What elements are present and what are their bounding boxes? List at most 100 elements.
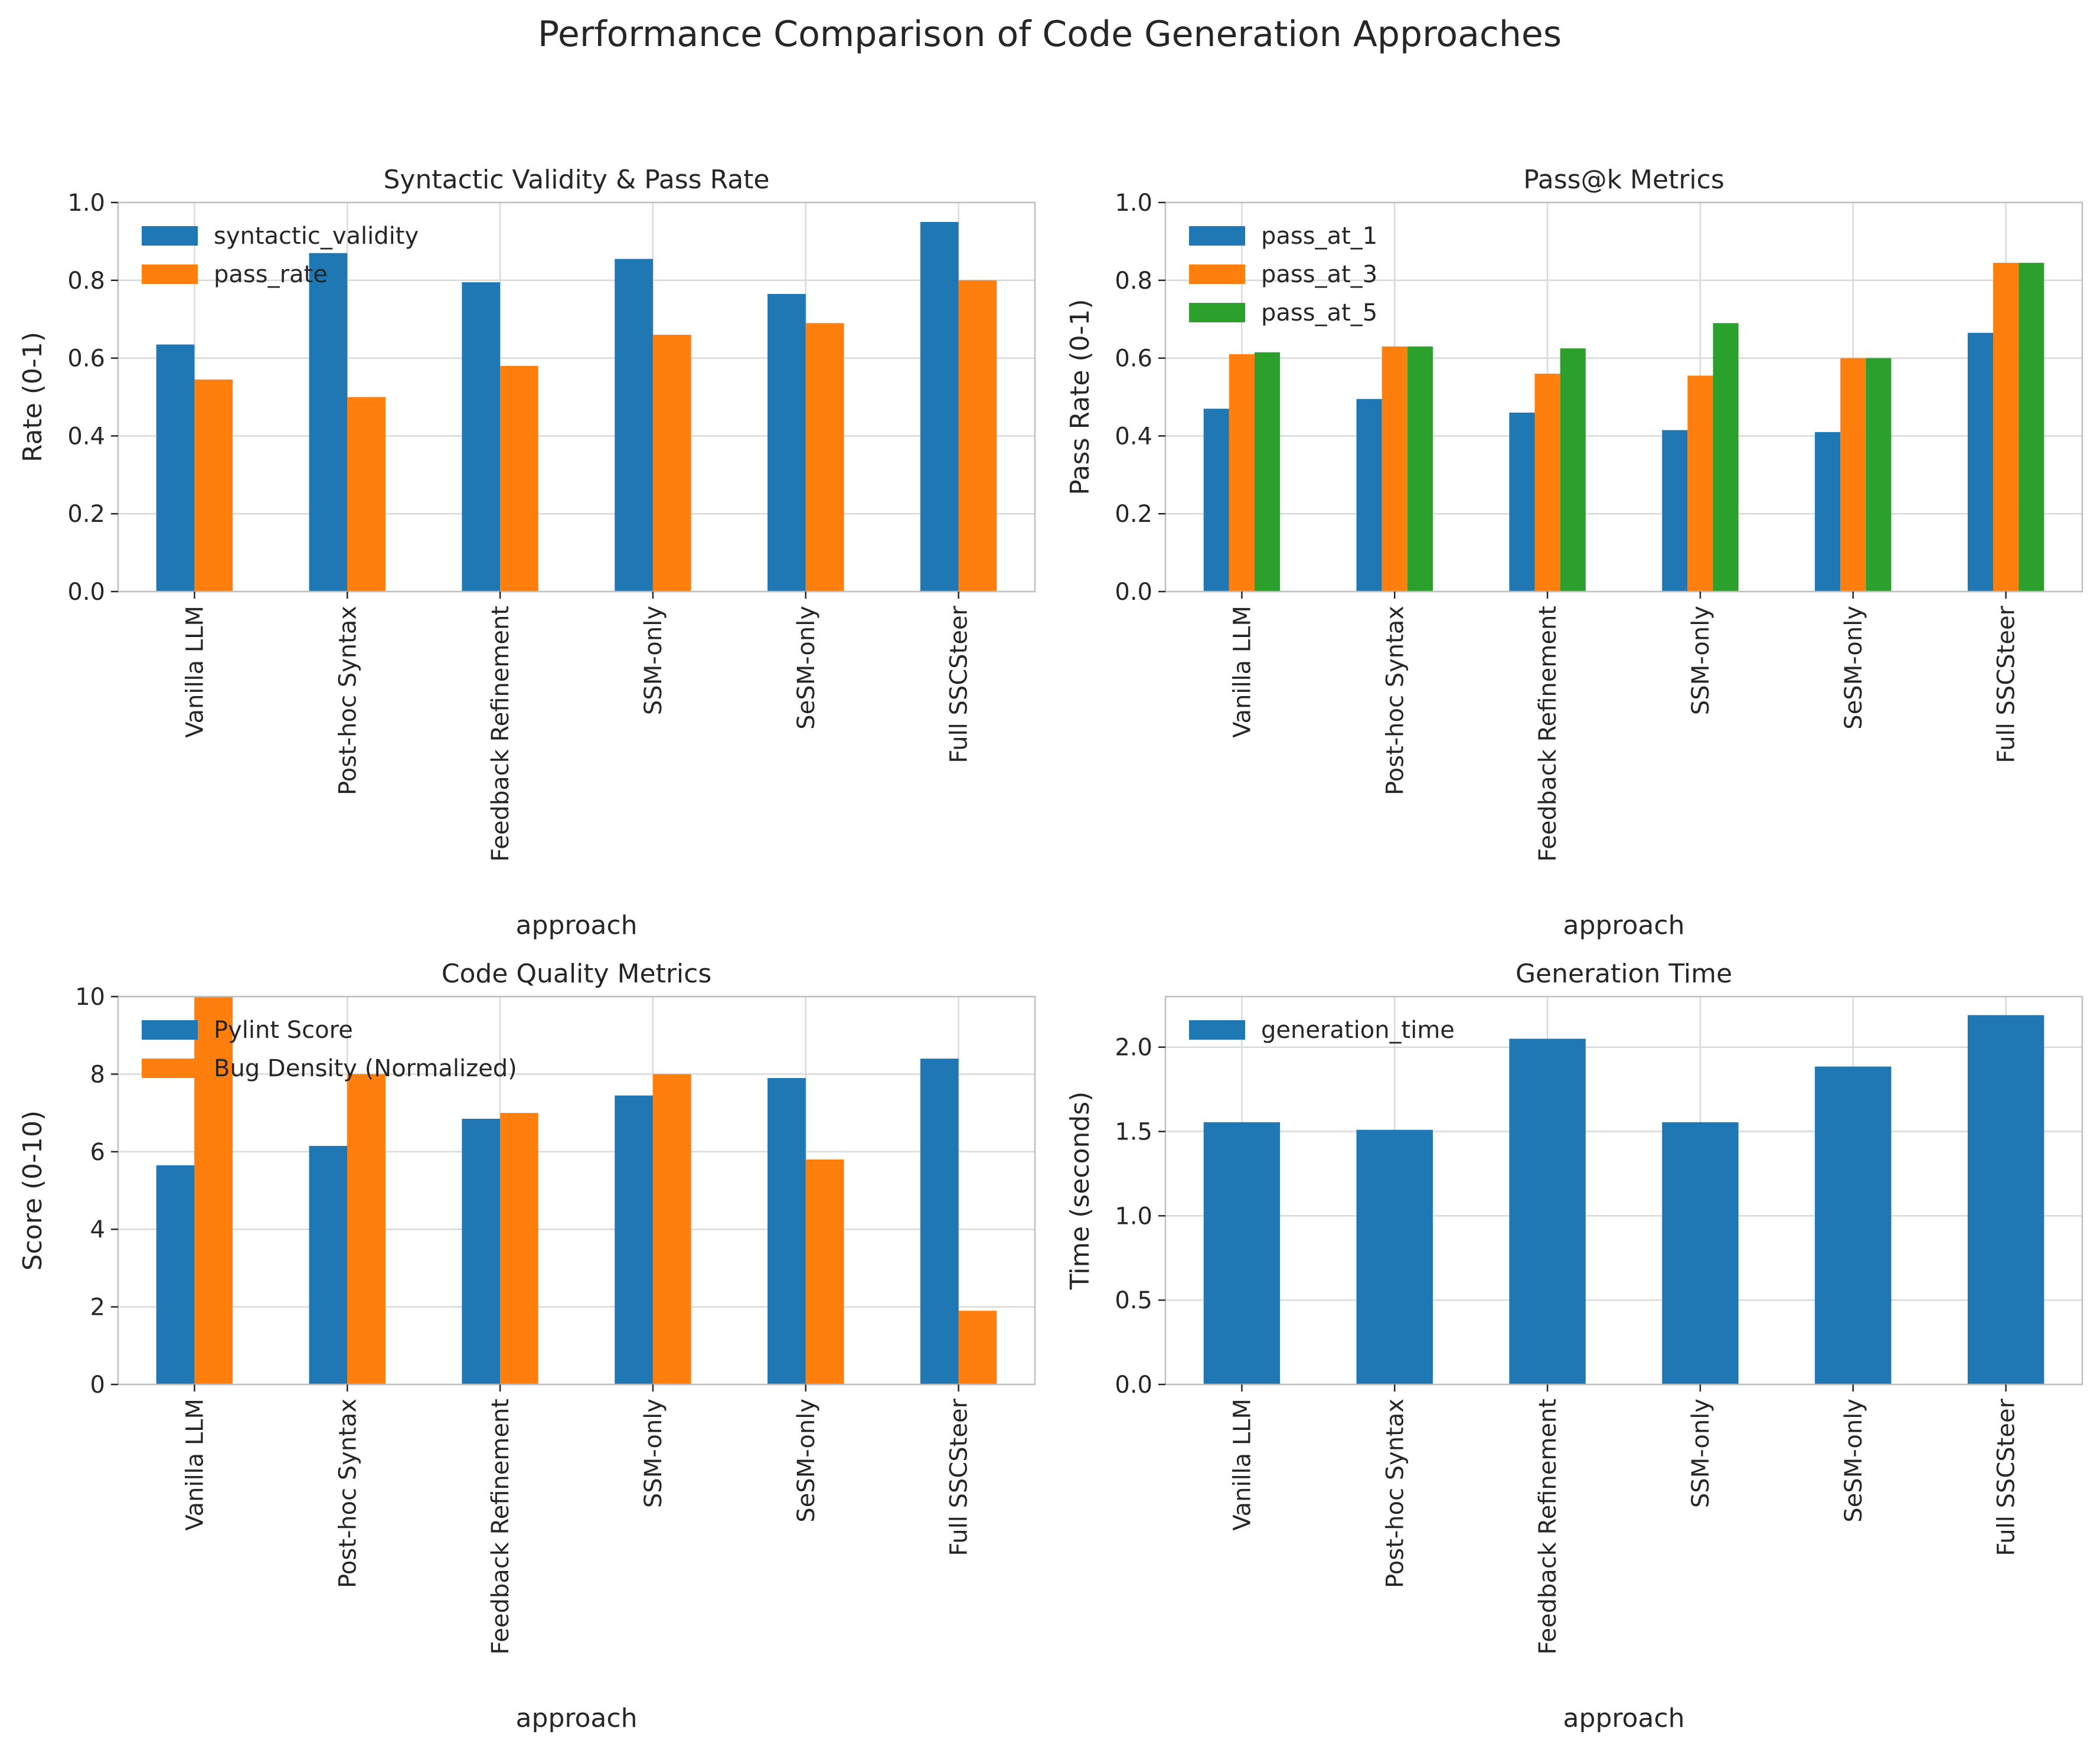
y-axis-label: Time (seconds) xyxy=(1065,1092,1095,1291)
x-tick-label: SSM-only xyxy=(640,606,667,715)
bar-pylint-score-4 xyxy=(615,1095,653,1384)
bar-pass-at-1-1 xyxy=(1203,409,1229,592)
x-tick-label: Post-hoc Syntax xyxy=(1382,1399,1409,1588)
x-axis-label: approach xyxy=(516,1703,638,1733)
x-tick-label: SSM-only xyxy=(640,1399,667,1508)
x-tick-label: Post-hoc Syntax xyxy=(1382,606,1409,795)
legend-label: generation_time xyxy=(1261,1017,1455,1044)
subplot-title: Syntactic Validity & Pass Rate xyxy=(384,165,770,195)
legend-label: pass_at_3 xyxy=(1261,261,1377,288)
y-tick-label: 0.4 xyxy=(1115,423,1152,450)
y-tick-label: 2 xyxy=(90,1294,105,1321)
bar-bug-density-normalized--2 xyxy=(347,1074,386,1384)
x-axis-label: approach xyxy=(516,910,638,940)
x-tick-label: SeSM-only xyxy=(793,606,820,730)
x-tick-label: Vanilla LLM xyxy=(181,1399,208,1531)
legend-label: pass_rate xyxy=(214,261,328,288)
bar-pylint-score-6 xyxy=(920,1059,959,1384)
subplot-title: Code Quality Metrics xyxy=(442,959,712,989)
legend-label: pass_at_1 xyxy=(1261,223,1377,250)
bar-pass-at-3-5 xyxy=(1840,358,1866,592)
bar-pass-at-3-1 xyxy=(1229,354,1255,592)
bar-pass-at-1-5 xyxy=(1815,432,1841,592)
y-tick-label: 10 xyxy=(75,984,105,1011)
bar-generation-time-5 xyxy=(1815,1066,1892,1384)
legend-swatch xyxy=(142,1059,198,1078)
x-tick-label: Post-hoc Syntax xyxy=(334,606,361,795)
legend: syntactic_validity pass_rate xyxy=(142,223,419,288)
subplot-3: 0 2 4 6 8 10 Vanilla LLM Post-hoc Syntax Feedbac… xyxy=(18,959,1036,1733)
bar-pass-at-5-4 xyxy=(1713,323,1739,592)
axes-frame xyxy=(117,995,1036,1386)
bar-pass-rate-1 xyxy=(194,379,233,592)
subplot-title: Pass@k Metrics xyxy=(1523,165,1725,195)
x-tick-label: Full SSCSteer xyxy=(1993,1398,2020,1556)
x-tick-label: Full SSCSteer xyxy=(946,1398,973,1556)
bar-pass-rate-5 xyxy=(805,323,844,592)
bar-pass-at-1-2 xyxy=(1356,399,1382,592)
subplot-title: Generation Time xyxy=(1516,959,1732,989)
bar-syntactic-validity-4 xyxy=(615,259,653,592)
x-tick-label: SSM-only xyxy=(1687,606,1714,715)
bar-pass-rate-4 xyxy=(652,335,691,592)
y-tick-label: 1.0 xyxy=(1115,1203,1152,1230)
x-tick-label: SeSM-only xyxy=(1840,606,1867,730)
bar-syntactic-validity-6 xyxy=(920,221,959,592)
bar-pylint-score-3 xyxy=(462,1118,501,1384)
y-tick-label: 0.6 xyxy=(1115,345,1152,373)
y-tick-label: 1.5 xyxy=(1115,1119,1152,1146)
legend-swatch xyxy=(1189,303,1245,322)
x-tick-label: Vanilla LLM xyxy=(1229,606,1256,738)
y-tick-label: 0 xyxy=(90,1371,105,1399)
bar-bug-density-normalized--1 xyxy=(194,997,233,1384)
x-tick-label: Feedback Refinement xyxy=(1534,606,1562,862)
y-tick-label: 2.0 xyxy=(1115,1034,1152,1062)
bar-pass-at-5-3 xyxy=(1560,348,1586,592)
legend-swatch xyxy=(142,264,198,284)
legend-swatch xyxy=(142,226,198,246)
bar-pass-at-1-4 xyxy=(1662,430,1688,592)
y-tick-label: 0.8 xyxy=(1115,267,1152,295)
legend: pass_at_1 pass_at_3 pass_at_5 xyxy=(1189,223,1377,326)
bar-bug-density-normalized--4 xyxy=(652,1074,691,1384)
bar-generation-time-4 xyxy=(1662,1122,1739,1384)
bar-pass-at-1-3 xyxy=(1509,412,1535,592)
bar-bug-density-normalized--5 xyxy=(805,1159,844,1384)
bar-pylint-score-2 xyxy=(309,1145,348,1384)
x-tick-label: SeSM-only xyxy=(793,1399,820,1523)
x-tick-label: SeSM-only xyxy=(1840,1399,1867,1523)
legend-label: syntactic_validity xyxy=(214,223,419,250)
y-tick-label: 8 xyxy=(90,1061,105,1088)
bar-bug-density-normalized--6 xyxy=(958,1311,997,1384)
y-axis-label: Score (0-10) xyxy=(18,1111,48,1271)
bar-pylint-score-5 xyxy=(768,1077,806,1384)
bar-pass-at-3-4 xyxy=(1687,375,1713,592)
axes-frame xyxy=(117,201,1036,593)
y-axis-label: Pass Rate (0-1) xyxy=(1065,299,1095,495)
bar-pass-at-3-2 xyxy=(1382,346,1407,592)
bar-pass-at-5-5 xyxy=(1866,358,1892,592)
bar-generation-time-6 xyxy=(1967,1015,2045,1384)
x-tick-label: Feedback Refinement xyxy=(487,1399,514,1655)
legend-label: Bug Density (Normalized) xyxy=(214,1055,517,1082)
bar-syntactic-validity-2 xyxy=(309,253,348,592)
bar-pass-at-5-1 xyxy=(1254,352,1281,592)
y-tick-label: 0.6 xyxy=(67,345,105,373)
x-tick-label: Full SSCSteer xyxy=(1993,605,2020,763)
bar-pass-rate-3 xyxy=(500,365,538,592)
y-axis-label: Rate (0-1) xyxy=(18,332,48,462)
y-tick-label: 0.8 xyxy=(67,267,105,295)
x-tick-label: Feedback Refinement xyxy=(1534,1399,1562,1655)
bar-syntactic-validity-5 xyxy=(768,293,806,592)
bar-pass-at-5-6 xyxy=(2019,263,2045,592)
subplot-1: 0.0 0.2 0.4 0.6 0.8 1.0 Vanilla LLM Post-hoc Sy… xyxy=(18,165,1036,940)
bar-syntactic-validity-1 xyxy=(156,344,195,592)
legend-label: pass_at_5 xyxy=(1261,299,1377,326)
legend-swatch xyxy=(1189,1020,1245,1040)
bar-generation-time-2 xyxy=(1356,1129,1433,1384)
subplot-4: 0.0 0.5 1.0 1.5 2.0 Vanilla LLM Post-hoc Synta… xyxy=(1065,959,2083,1733)
x-tick-label: Vanilla LLM xyxy=(1229,1399,1256,1531)
bar-pass-at-1-6 xyxy=(1967,332,1994,592)
